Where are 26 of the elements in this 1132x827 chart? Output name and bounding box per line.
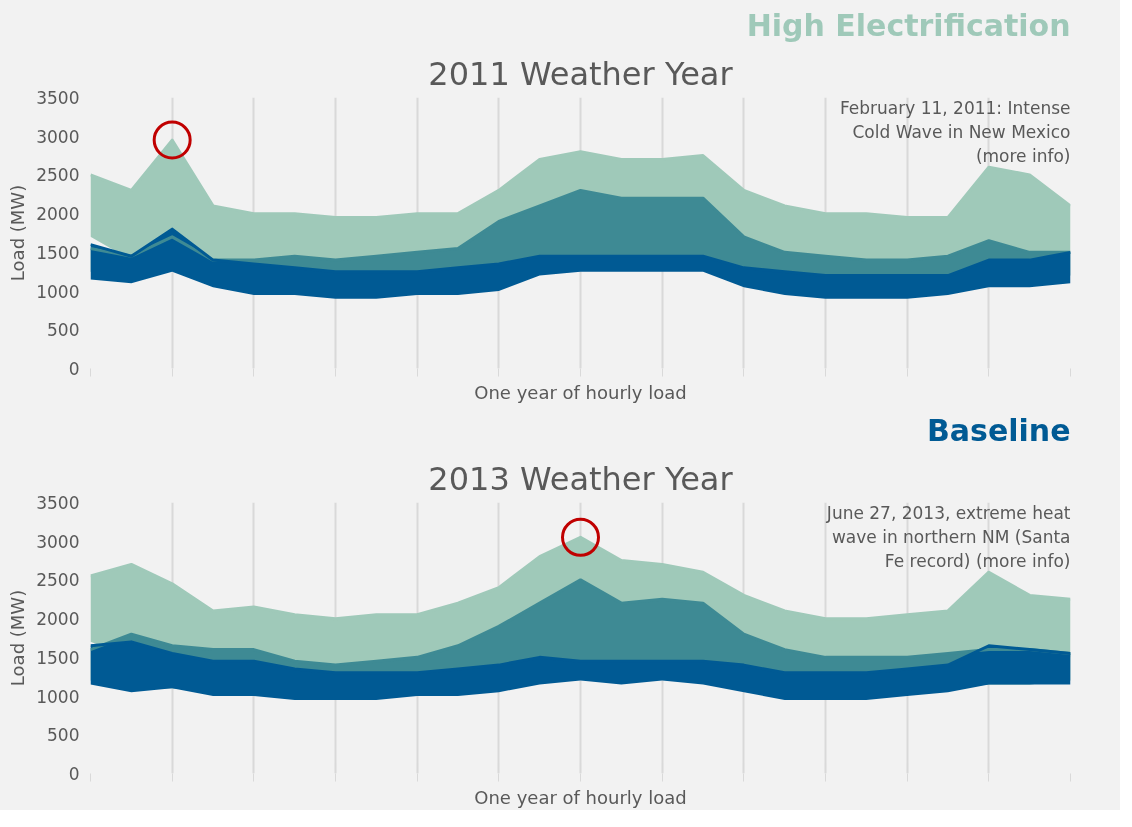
y-tick-label: 1500 <box>36 242 80 263</box>
annotation: February 11, 2011: Intense Cold Wave in New Mexico (more info) <box>839 97 1071 166</box>
text: Baseline <box>926 412 1071 448</box>
y-tick-label: 0 <box>68 359 80 379</box>
chart-title: 2013 Weather Year <box>428 459 734 498</box>
y-tick-label: 500 <box>47 320 80 341</box>
y-tick-label: 2500 <box>36 165 80 186</box>
y-tick-label: 3000 <box>36 531 80 552</box>
annotation: June 27, 2013, extreme heat wave in northern NM (Santa Fe record) (more info) <box>825 502 1071 571</box>
y-tick-label: 3500 <box>36 493 80 513</box>
y-tick-label: 2500 <box>36 570 80 591</box>
y-tick-label: 500 <box>47 725 80 746</box>
x-axis-title: One year of hourly load <box>474 786 687 808</box>
chart-title: 2011 Weather Year <box>428 54 734 93</box>
y-tick-label: 2000 <box>36 609 80 630</box>
y-tick-label: 3500 <box>36 88 80 108</box>
y-tick-label: 1000 <box>36 686 80 707</box>
x-axis-title: One year of hourly load <box>474 381 687 403</box>
y-tick-label: 2000 <box>36 204 80 225</box>
text: High Electrification <box>746 7 1071 43</box>
y-axis-title: Load (MW) <box>7 589 29 687</box>
y-tick-label: 3000 <box>36 126 80 147</box>
y-tick-label: 0 <box>68 764 80 784</box>
y-tick-label: 1000 <box>36 281 80 302</box>
y-axis-title: Load (MW) <box>7 184 29 282</box>
y-tick-label: 1500 <box>36 647 80 668</box>
